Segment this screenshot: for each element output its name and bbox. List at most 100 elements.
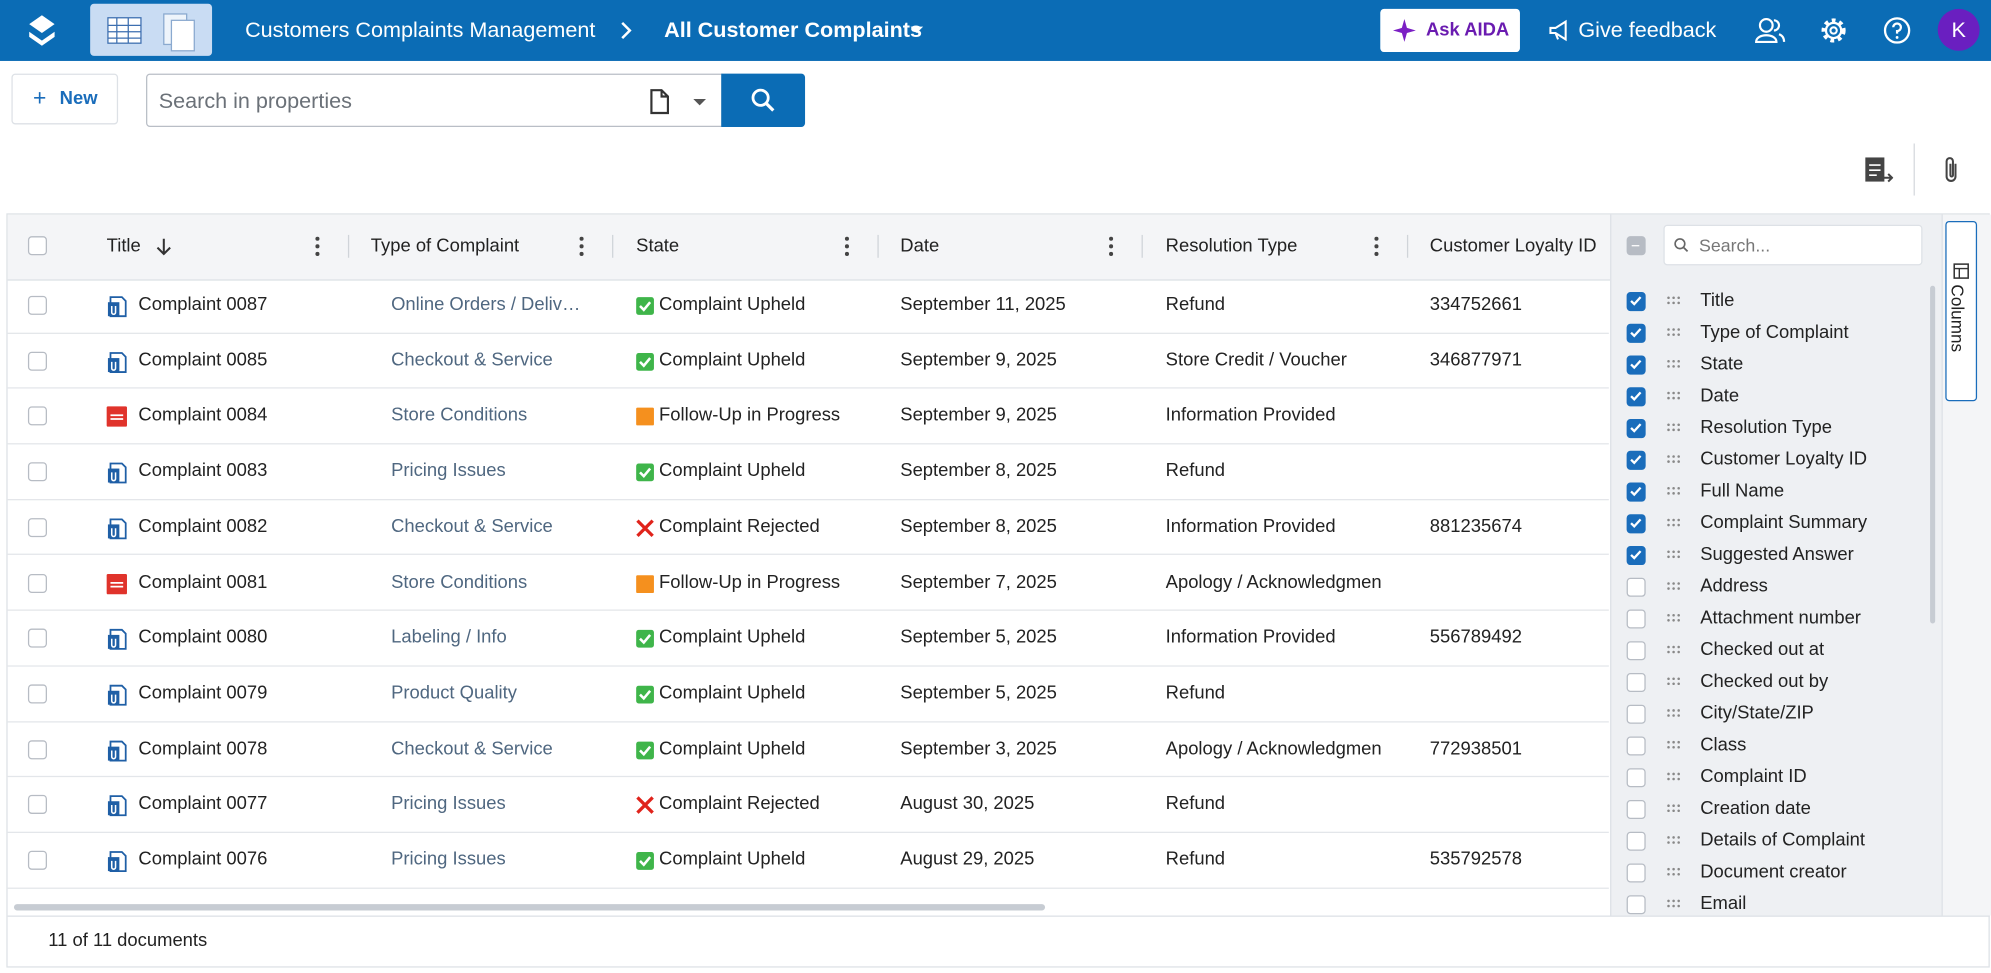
cell-title[interactable]: Complaint 0085 [138,350,268,371]
columns-tab[interactable] [1945,220,1978,402]
cell-type[interactable]: Checkout & Service [391,738,553,759]
column-toggle[interactable] [1626,863,1646,883]
cell-type[interactable]: Labeling / Info [391,627,507,648]
help-icon[interactable] [1882,15,1912,45]
table-row[interactable] [6,278,1609,334]
column-option[interactable]: Title [1700,290,1735,312]
export-icon[interactable] [1863,155,1894,185]
table-row[interactable] [6,833,1609,889]
feedback-link[interactable]: Give feedback [1578,17,1717,42]
column-toggle[interactable] [1626,736,1646,756]
cell-title[interactable]: Complaint 0079 [138,683,268,704]
column-toggle[interactable] [1626,895,1646,915]
column-option[interactable]: Complaint Summary [1700,512,1868,534]
avatar[interactable]: K [1937,8,1980,51]
column-option[interactable]: City/State/ZIP [1700,703,1814,724]
column-option[interactable]: Details of Complaint [1700,830,1866,851]
cell-title[interactable]: Complaint 0078 [138,738,268,759]
cell-type[interactable]: Online Orders / Deliv… [391,294,581,315]
table-row[interactable] [6,389,1609,445]
table-row[interactable] [6,445,1609,501]
column-toggle[interactable] [1626,450,1646,470]
column-toggle[interactable] [1626,672,1646,693]
search-scope[interactable] [648,88,709,116]
settings-icon[interactable] [1818,15,1848,45]
column-option[interactable]: Address [1700,576,1768,597]
column-toggle[interactable] [1626,768,1646,788]
column-toggle[interactable] [1626,355,1646,375]
cell-type[interactable]: Checkout & Service [391,350,553,371]
column-option[interactable]: Suggested Answer [1700,544,1854,566]
column-toggle[interactable] [1626,577,1646,597]
column-toggle[interactable] [1626,546,1646,566]
table-row[interactable] [6,334,1609,390]
column-toggle[interactable] [1626,387,1646,407]
cell-title[interactable]: Complaint 0084 [138,405,268,426]
cell-title[interactable]: Complaint 0082 [138,516,268,537]
column-toggle[interactable] [1626,419,1646,439]
row-checkbox[interactable] [27,628,47,648]
table-row[interactable] [6,667,1609,722]
panel-select-all[interactable] [1626,236,1646,256]
column-option[interactable]: Checked out at [1700,639,1825,661]
column-toggle[interactable] [1626,292,1646,312]
cell-type[interactable]: Checkout & Service [391,516,553,537]
column-toggle[interactable] [1626,831,1646,851]
search-box[interactable]: Search in properties [146,73,723,127]
column-option[interactable]: Email [1700,893,1747,915]
column-toggle[interactable] [1626,609,1646,629]
cell-title[interactable]: Complaint 0083 [138,461,268,482]
column-option[interactable]: Checked out by [1700,671,1829,693]
search-button[interactable] [721,73,806,127]
cell-title[interactable]: Complaint 0087 [138,294,268,315]
h-scrollbar[interactable] [13,904,1046,911]
row-checkbox[interactable] [27,795,47,815]
new-button[interactable]: + New [11,73,119,125]
column-toggle[interactable] [1626,641,1646,661]
ask-aida-button[interactable]: Ask AIDA [1380,8,1520,53]
column-option[interactable]: Full Name [1700,481,1785,502]
row-checkbox[interactable] [27,573,47,593]
column-toggle[interactable] [1626,323,1646,343]
row-checkbox[interactable] [27,406,47,426]
cell-title[interactable]: Complaint 0077 [138,794,268,815]
cell-type[interactable]: Store Conditions [391,572,528,593]
cell-title[interactable]: Complaint 0081 [138,572,268,593]
table-row[interactable] [6,777,1609,833]
row-checkbox[interactable] [27,684,47,704]
select-all-checkbox[interactable] [27,236,47,256]
panel-search[interactable] [1663,224,1923,266]
cell-type[interactable]: Product Quality [391,683,517,704]
cell-title[interactable]: Complaint 0076 [138,849,268,870]
column-option[interactable]: Creation date [1700,798,1811,820]
v-scrollbar[interactable] [1930,285,1936,624]
column-option[interactable]: Attachment number [1700,608,1861,629]
column-toggle[interactable] [1626,482,1646,502]
column-option[interactable]: Document creator [1700,862,1847,883]
column-option[interactable]: Date [1700,386,1740,407]
breadcrumb-view[interactable]: All Customer Complaints [664,17,922,42]
cell-type[interactable]: Pricing Issues [391,461,506,482]
cell-title[interactable]: Complaint 0080 [138,627,268,648]
table-row[interactable] [6,611,1609,667]
row-checkbox[interactable] [27,739,47,759]
column-toggle[interactable] [1626,514,1646,534]
column-option[interactable]: Customer Loyalty ID [1700,449,1868,470]
view-caret[interactable] [909,25,924,35]
table-row[interactable] [6,556,1609,612]
column-option[interactable]: Resolution Type [1700,417,1832,439]
column-option[interactable]: Type of Complaint [1700,322,1849,343]
table-row[interactable] [6,500,1609,556]
cell-type[interactable]: Pricing Issues [391,849,506,870]
column-option[interactable]: Complaint ID [1700,766,1807,788]
row-checkbox[interactable] [27,850,47,870]
attachment-icon[interactable] [1940,155,1963,185]
breadcrumb-app[interactable]: Customers Complaints Management [245,17,596,42]
cell-type[interactable]: Pricing Issues [391,794,506,815]
users-icon[interactable] [1754,15,1787,45]
row-checkbox[interactable] [27,462,47,482]
row-checkbox[interactable] [27,295,47,315]
row-checkbox[interactable] [27,351,47,371]
column-toggle[interactable] [1626,704,1646,724]
view-thumbnail[interactable] [90,3,213,56]
